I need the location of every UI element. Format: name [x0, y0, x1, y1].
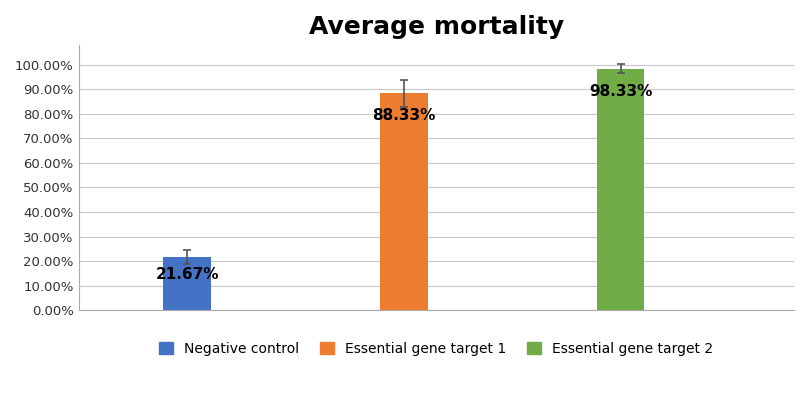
- Text: 88.33%: 88.33%: [372, 108, 435, 123]
- Bar: [163, 257, 211, 310]
- Title: Average mortality: Average mortality: [309, 15, 564, 39]
- Text: 21.67%: 21.67%: [155, 267, 218, 282]
- Legend: Negative control, Essential gene target 1, Essential gene target 2: Negative control, Essential gene target …: [154, 337, 719, 361]
- Bar: [380, 93, 428, 310]
- Bar: [597, 69, 645, 310]
- Text: 98.33%: 98.33%: [589, 83, 652, 99]
